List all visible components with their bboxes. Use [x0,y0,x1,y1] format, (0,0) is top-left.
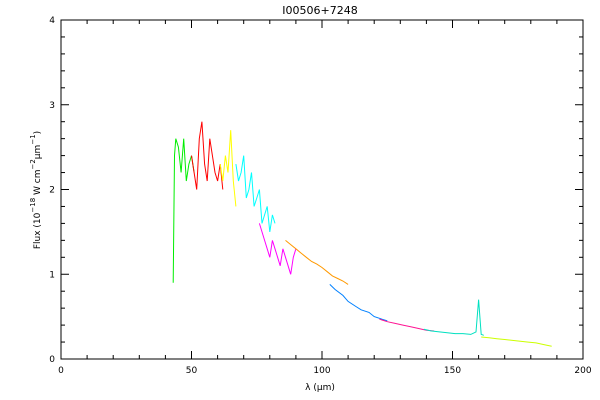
x-axis-ticks: 0 50 100 150 200 [58,20,592,376]
x-tick-label: 150 [444,366,461,376]
series-line-2 [191,121,224,190]
y-tick-label: 2 [49,186,55,196]
y-tick-label: 1 [49,270,55,280]
y-tick-label: 4 [49,16,55,26]
series-line-6 [285,240,349,285]
y-tick-label: 3 [49,101,55,111]
plot-border [60,19,584,360]
x-tick-label: 50 [186,366,198,376]
x-tick-label: 100 [313,366,330,376]
series-line-10 [481,336,552,347]
x-tick-label: 200 [574,366,591,376]
y-axis-ticks: 0 1 2 3 4 [49,16,583,365]
series-line-9 [423,299,484,336]
series-layer [172,121,552,347]
series-line-4 [235,155,276,232]
series-line-5 [258,223,297,275]
series-line-8 [379,318,435,332]
x-axis-label: λ (μm) [305,383,335,393]
y-tick-label: 0 [49,355,55,365]
chart-title: I00506+7248 [282,4,357,17]
series-line-1 [172,138,195,283]
series-line-3 [219,130,237,207]
y-axis-label: Flux (10−18 W cm−2μm−1) [29,131,43,249]
x-tick-label: 0 [58,366,64,376]
plot-frame [60,19,584,360]
series-line-7 [329,284,388,322]
